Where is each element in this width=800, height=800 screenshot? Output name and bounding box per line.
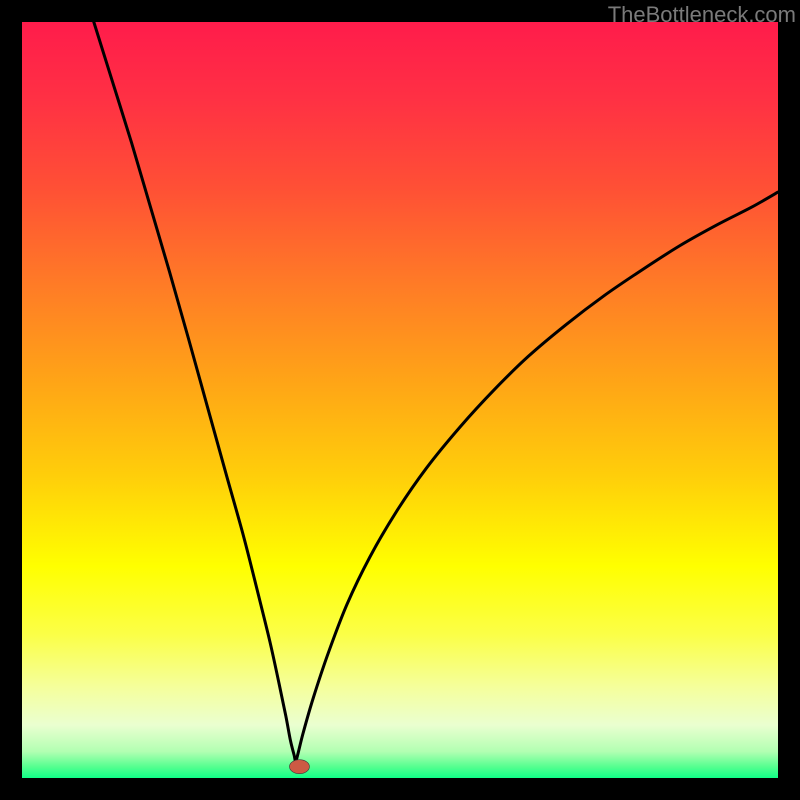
watermark-text: TheBottleneck.com <box>608 2 796 28</box>
plot-background <box>22 22 778 778</box>
optimum-marker <box>289 760 309 774</box>
chart-root: TheBottleneck.com <box>0 0 800 800</box>
chart-svg <box>0 0 800 800</box>
